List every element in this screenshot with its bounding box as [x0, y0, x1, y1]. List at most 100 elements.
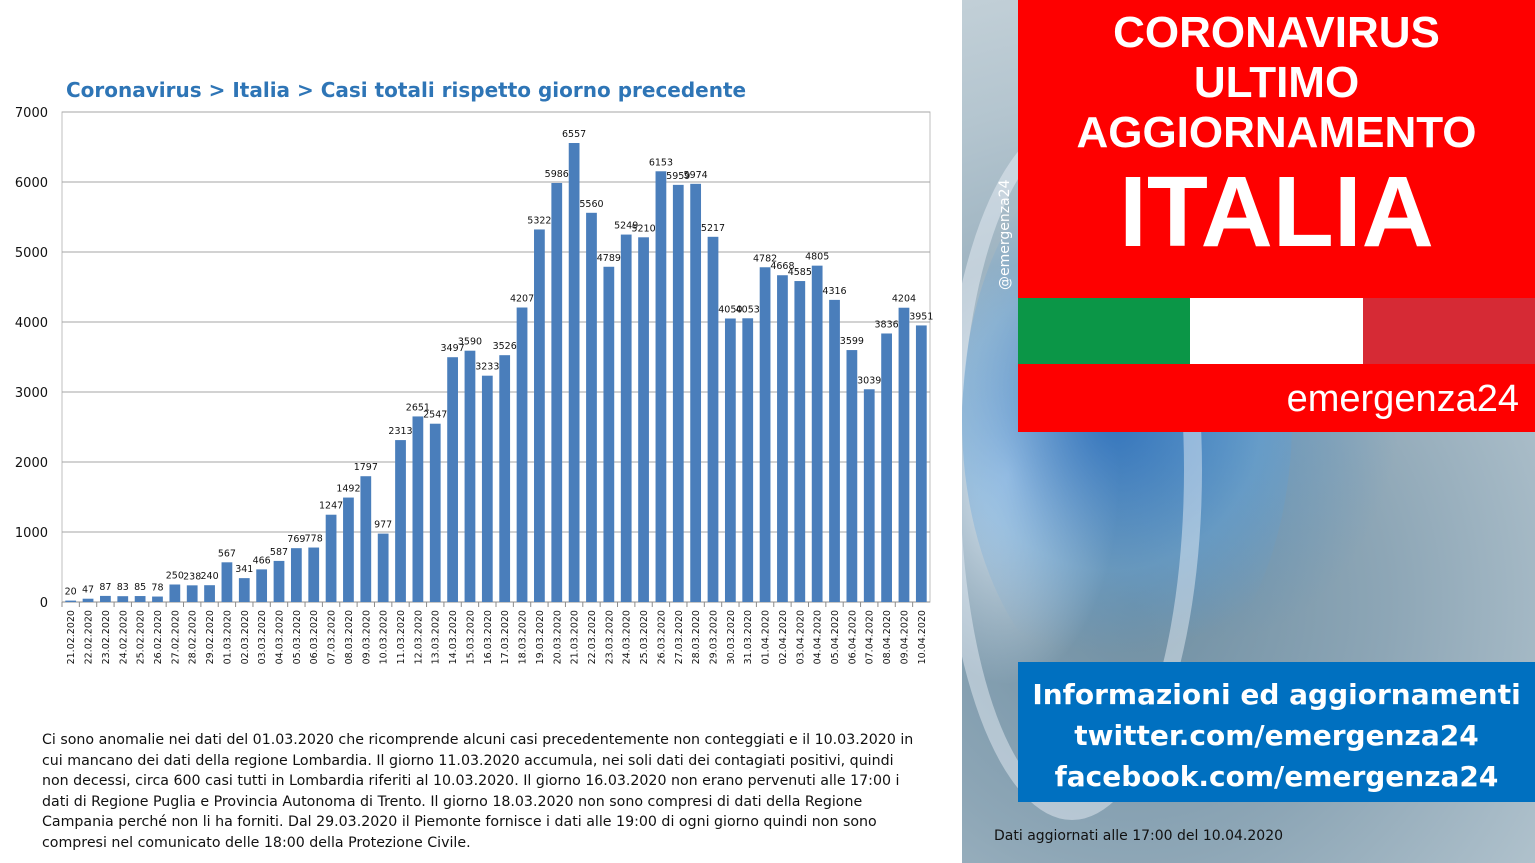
bar [568, 143, 580, 602]
bar [690, 183, 702, 602]
flag-green-stripe [1018, 298, 1191, 364]
x-tick-label: 23.02.2020 [101, 610, 112, 664]
x-tick-label: 08.04.2020 [882, 610, 893, 664]
data-label: 587 [270, 547, 288, 558]
data-label: 5322 [527, 215, 551, 226]
y-tick-label: 6000 [15, 176, 48, 191]
x-tick-label: 16.03.2020 [483, 610, 494, 664]
bar [638, 237, 649, 603]
bar [273, 560, 285, 602]
x-tick-label: 21.02.2020 [66, 610, 77, 664]
data-label: 4204 [892, 294, 916, 305]
x-tick-label: 28.02.2020 [188, 610, 199, 664]
italian-flag [1018, 298, 1535, 364]
bar [395, 440, 406, 602]
bar [863, 389, 875, 602]
bar [707, 236, 719, 602]
data-label: 250 [166, 571, 184, 582]
bar [308, 547, 320, 602]
data-label: 5986 [545, 169, 569, 180]
bar [777, 275, 788, 602]
brand-name: emergenza24 [1286, 378, 1519, 420]
last-updated-text: Dati aggiornati alle 17:00 del 10.04.202… [994, 828, 1284, 844]
x-tick-label: 04.04.2020 [813, 610, 824, 664]
data-label: 240 [200, 571, 218, 582]
data-label: 4782 [753, 253, 777, 264]
bar [221, 562, 233, 602]
bar [811, 265, 823, 602]
y-tick-label: 7000 [15, 106, 48, 121]
data-label: 2313 [388, 426, 412, 437]
bar-chart: 0 1000 2000 3000 4000 5000 6000 7000 20 21.02.202… [15, 106, 934, 664]
x-tick-label: 31.03.2020 [743, 610, 754, 664]
data-label: 87 [99, 582, 111, 593]
header-banner: CORONAVIRUS ULTIMO AGGIORNAMENTO ITALIA [1018, 0, 1535, 298]
x-tick-label: 29.02.2020 [205, 610, 216, 664]
data-label: 5249 [614, 221, 638, 232]
bar [516, 307, 528, 602]
x-tick-label: 25.02.2020 [136, 610, 147, 664]
header-line-aggiornamento: AGGIORNAMENTO [1076, 108, 1477, 157]
bar [846, 350, 858, 602]
x-tick-label: 01.04.2020 [761, 610, 772, 664]
y-tick-label: 0 [40, 596, 48, 611]
data-label: 3951 [909, 311, 933, 322]
data-label: 3497 [441, 343, 465, 354]
chart-area: Coronavirus > Italia > Casi totali rispe… [15, 78, 934, 664]
data-anomaly-note: Ci sono anomalie nei dati del 01.03.2020… [42, 732, 914, 851]
brand-banner: emergenza24 [1018, 364, 1535, 432]
twitter-link[interactable]: twitter.com/emergenza24 [1074, 719, 1479, 752]
data-label: 6153 [649, 157, 673, 168]
data-label: 977 [374, 520, 392, 531]
data-label: 3836 [875, 319, 899, 330]
data-label: 3526 [493, 341, 517, 352]
x-tick-label: 27.02.2020 [170, 610, 181, 664]
data-label: 3590 [458, 337, 482, 348]
bar [481, 375, 493, 602]
x-tick-label: 26.02.2020 [153, 610, 164, 664]
data-label: 20 [65, 587, 77, 598]
data-label: 2547 [423, 410, 447, 421]
data-label: 47 [82, 585, 94, 596]
bar [82, 598, 94, 602]
x-tick-label: 27.03.2020 [674, 610, 685, 664]
header-line-coronavirus: CORONAVIRUS [1113, 8, 1440, 57]
x-tick-label: 19.03.2020 [535, 610, 546, 664]
x-tick-label: 07.03.2020 [327, 610, 338, 664]
twitter-handle: @emergenza24 [997, 179, 1013, 291]
bar [586, 212, 597, 603]
x-tick-label: 30.03.2020 [726, 610, 737, 664]
y-tick-label: 2000 [15, 456, 48, 471]
data-label: 4585 [788, 267, 812, 278]
bar [117, 596, 129, 602]
data-label: 4789 [597, 253, 621, 264]
bar [238, 578, 250, 602]
data-label: 341 [235, 564, 253, 575]
data-label: 4207 [510, 294, 534, 305]
data-label: 78 [151, 583, 163, 594]
bar [290, 548, 302, 602]
chart-title: Coronavirus > Italia > Casi totali rispe… [66, 78, 747, 102]
bar [881, 333, 892, 602]
data-label: 3599 [840, 336, 864, 347]
bar [360, 476, 372, 602]
data-label: 778 [305, 534, 323, 545]
bar [204, 585, 215, 602]
data-label: 4053 [736, 304, 760, 315]
data-label: 5210 [631, 223, 655, 234]
x-tick-label: 09.04.2020 [899, 610, 910, 664]
x-tick-label: 22.02.2020 [84, 610, 95, 664]
data-label: 2651 [406, 402, 430, 413]
x-tick-label: 06.04.2020 [847, 610, 858, 664]
bar [377, 533, 389, 602]
y-tick-label: 5000 [15, 246, 48, 261]
bar [343, 497, 354, 602]
flag-white-stripe [1190, 298, 1363, 364]
bar [603, 266, 615, 602]
x-tick-label: 11.03.2020 [396, 610, 407, 664]
facebook-link[interactable]: facebook.com/emergenza24 [1054, 760, 1499, 793]
x-tick-label: 28.03.2020 [691, 610, 702, 664]
data-label: 5217 [701, 223, 725, 234]
header-italia: ITALIA [1119, 156, 1434, 268]
data-label: 5560 [579, 199, 603, 210]
